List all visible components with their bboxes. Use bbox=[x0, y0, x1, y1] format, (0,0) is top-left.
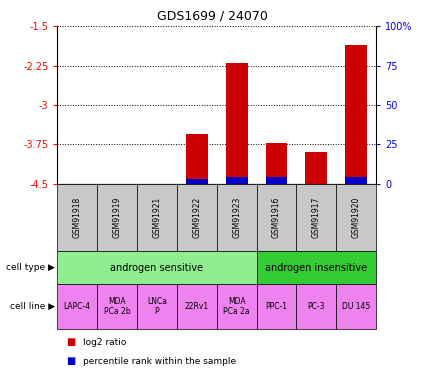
Text: ■: ■ bbox=[66, 356, 75, 366]
Text: androgen sensitive: androgen sensitive bbox=[110, 263, 204, 273]
Bar bbox=[226, 177, 248, 184]
Text: GSM91920: GSM91920 bbox=[352, 197, 361, 238]
Bar bbox=[177, 184, 217, 251]
Text: PPC-1: PPC-1 bbox=[266, 302, 288, 311]
Text: percentile rank within the sample: percentile rank within the sample bbox=[83, 357, 236, 366]
Bar bbox=[217, 184, 257, 251]
Text: GDS1699 / 24070: GDS1699 / 24070 bbox=[157, 9, 268, 22]
Bar bbox=[57, 251, 257, 284]
Bar bbox=[137, 184, 177, 251]
Bar bbox=[266, 177, 287, 184]
Text: GSM91921: GSM91921 bbox=[153, 197, 162, 238]
Bar bbox=[257, 284, 296, 329]
Bar bbox=[345, 177, 367, 184]
Text: GSM91917: GSM91917 bbox=[312, 197, 321, 238]
Text: MDA
PCa 2a: MDA PCa 2a bbox=[224, 297, 250, 316]
Bar bbox=[257, 184, 296, 251]
Bar bbox=[336, 184, 376, 251]
Text: LAPC-4: LAPC-4 bbox=[64, 302, 91, 311]
Bar bbox=[186, 179, 208, 184]
Bar bbox=[296, 284, 336, 329]
Bar bbox=[97, 284, 137, 329]
Bar bbox=[257, 251, 376, 284]
Text: GSM91922: GSM91922 bbox=[193, 197, 201, 238]
Text: 22Rv1: 22Rv1 bbox=[185, 302, 209, 311]
Text: GSM91918: GSM91918 bbox=[73, 197, 82, 238]
Text: GSM91923: GSM91923 bbox=[232, 197, 241, 238]
Bar bbox=[57, 284, 97, 329]
Text: PC-3: PC-3 bbox=[308, 302, 325, 311]
Text: GSM91919: GSM91919 bbox=[113, 197, 122, 238]
Text: DU 145: DU 145 bbox=[342, 302, 370, 311]
Bar bbox=[296, 184, 336, 251]
Bar bbox=[336, 284, 376, 329]
Bar bbox=[137, 284, 177, 329]
Text: MDA
PCa 2b: MDA PCa 2b bbox=[104, 297, 130, 316]
Text: androgen insensitive: androgen insensitive bbox=[265, 263, 368, 273]
Bar bbox=[226, 63, 248, 184]
Bar bbox=[217, 284, 257, 329]
Bar bbox=[57, 184, 97, 251]
Bar bbox=[97, 184, 137, 251]
Text: cell line ▶: cell line ▶ bbox=[10, 302, 55, 311]
Bar bbox=[345, 45, 367, 184]
Text: LNCa
P: LNCa P bbox=[147, 297, 167, 316]
Bar bbox=[186, 134, 208, 184]
Text: cell type ▶: cell type ▶ bbox=[6, 263, 55, 272]
Text: ■: ■ bbox=[66, 338, 75, 347]
Text: GSM91916: GSM91916 bbox=[272, 197, 281, 238]
Bar bbox=[306, 152, 327, 184]
Bar bbox=[177, 284, 217, 329]
Bar bbox=[266, 143, 287, 184]
Text: log2 ratio: log2 ratio bbox=[83, 338, 126, 347]
